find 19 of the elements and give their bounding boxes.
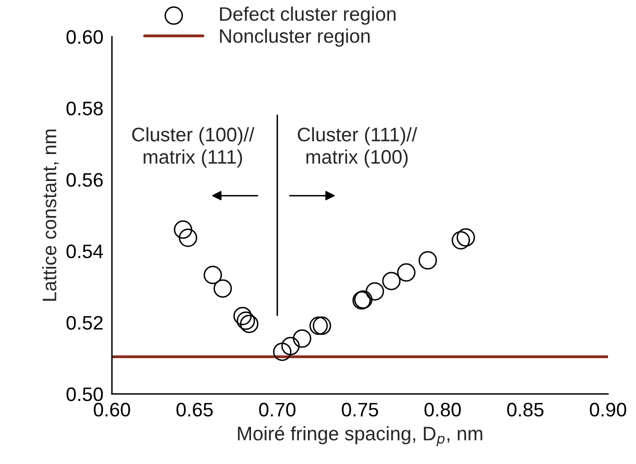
x-tick-label: 0.70 (259, 402, 296, 417)
annotation: Cluster (100)// matrix (111) (132, 127, 254, 168)
y-tick-label: 0.58 (66, 102, 103, 116)
y-tick-label: 0.54 (66, 244, 104, 258)
x-tick-label: 0.60 (94, 402, 130, 417)
legend-label: Defect cluster region (220, 6, 396, 25)
x-tick-label: 0.75 (342, 402, 378, 417)
annotation: Cluster (111)// matrix (100) (298, 127, 418, 168)
legend-label: Noncluster region (220, 28, 370, 47)
y-axis-title: Lattice constant, nm (42, 130, 59, 301)
y-tick-label: 0.50 (66, 387, 103, 402)
x-tick-label: 0.65 (176, 402, 213, 417)
x-tick-label: 0.90 (590, 402, 626, 417)
y-tick-label: 0.56 (66, 173, 103, 187)
x-axis-title: Moiré fringe spacing, D$_{p}$, nm (238, 426, 482, 446)
x-tick-label: 0.80 (424, 402, 461, 417)
y-tick-label: 0.60 (66, 30, 103, 44)
x-tick-label: 0.85 (507, 402, 544, 417)
y-tick-label: 0.52 (66, 316, 103, 330)
